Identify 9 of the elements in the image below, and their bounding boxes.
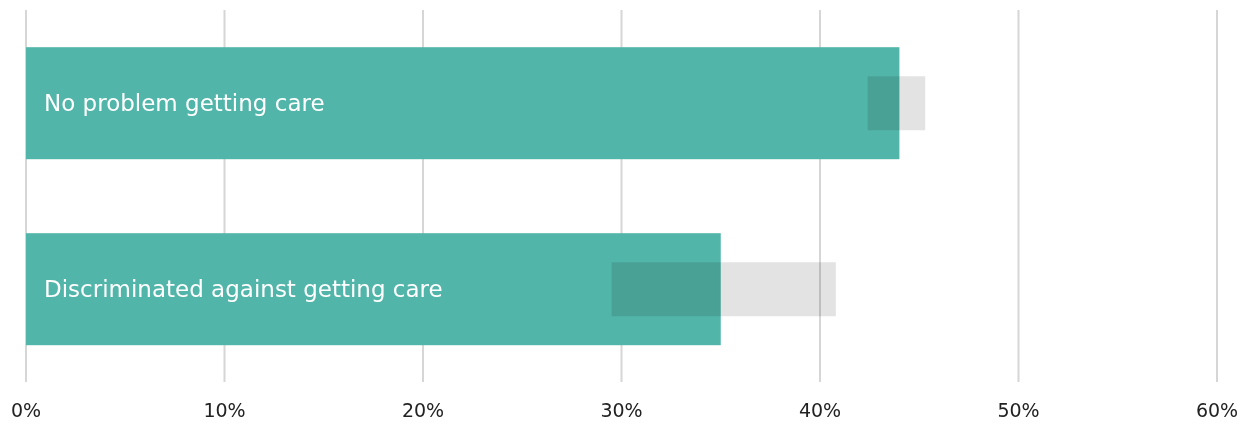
x-tick-label: 30% — [600, 399, 643, 422]
y-tick-label: No problem getting care — [44, 90, 325, 117]
x-tick-label: 10% — [203, 399, 246, 422]
x-tick-label: 0% — [10, 399, 42, 422]
x-tick-label: 40% — [798, 399, 842, 422]
y-tick-label: Discriminated against getting care — [44, 276, 443, 303]
x-tick-label: 20% — [401, 399, 445, 422]
x-tick-label: 50% — [997, 399, 1040, 422]
x-tick-label: 60% — [1195, 399, 1239, 422]
